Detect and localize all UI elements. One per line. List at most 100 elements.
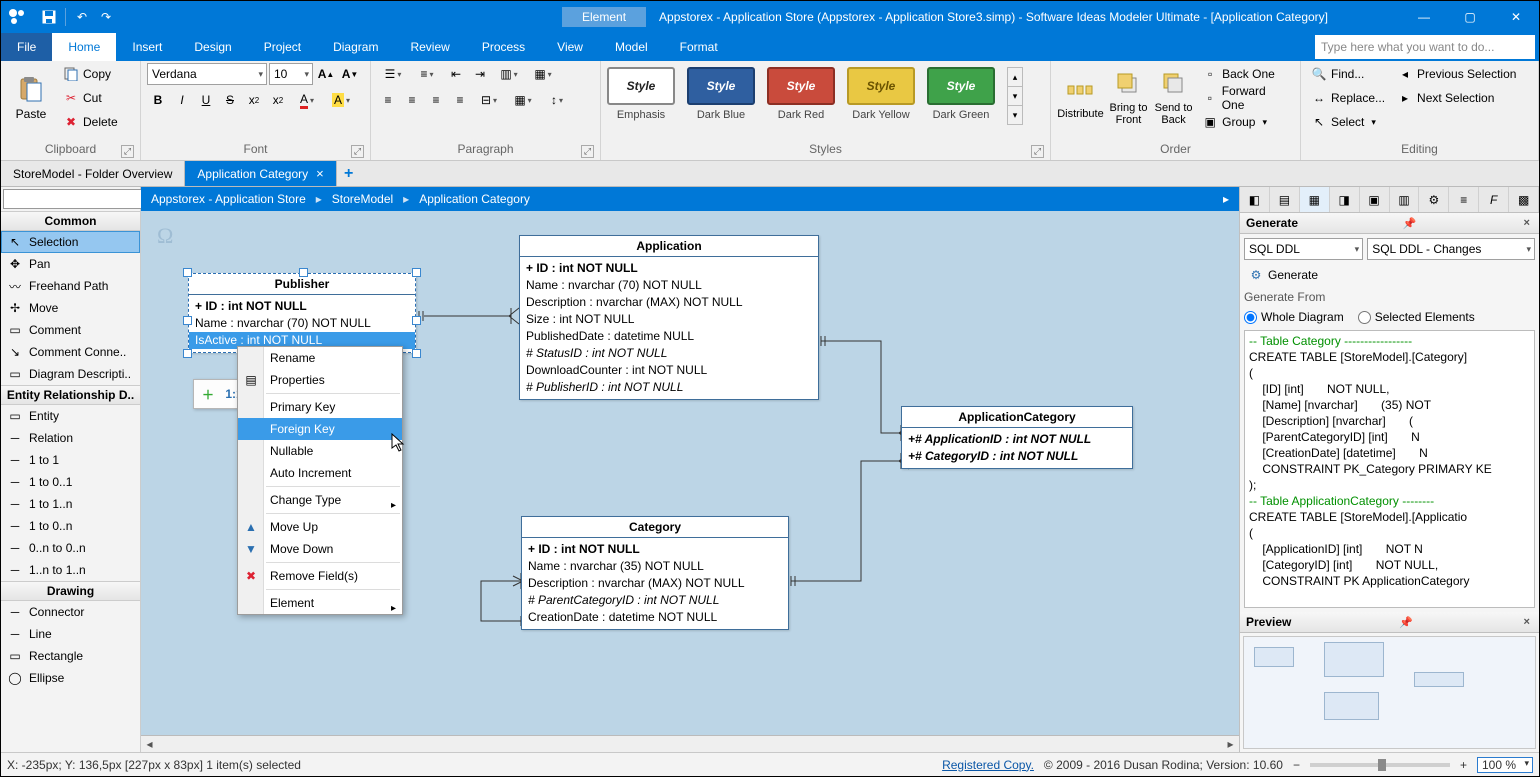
ctx-move-up[interactable]: ▲Move Up	[238, 516, 402, 538]
dock-icon[interactable]: ◨	[1330, 187, 1360, 212]
select-button[interactable]: ↖Select▾	[1307, 111, 1389, 133]
breadcrumb-right-icon[interactable]: ▸	[1223, 192, 1229, 206]
increase-indent-button[interactable]: ⇥	[469, 63, 491, 85]
delete-button[interactable]: ✖Delete	[59, 111, 122, 133]
radio-selected[interactable]: Selected Elements	[1358, 310, 1475, 324]
decrease-indent-button[interactable]: ⇤	[445, 63, 467, 85]
grow-font-button[interactable]: A▲	[315, 63, 337, 85]
ctx-remove-field-s-[interactable]: ✖Remove Field(s)	[238, 565, 402, 587]
tab-project[interactable]: Project	[248, 33, 317, 61]
spacing-button[interactable]: ↕	[541, 89, 573, 111]
ctx-change-type[interactable]: Change Type	[238, 489, 402, 511]
tool-1-to-0-n[interactable]: ─1 to 0..n	[1, 515, 140, 537]
save-icon[interactable]	[41, 9, 57, 25]
entity-appcategory[interactable]: ApplicationCategory +# ApplicationID : i…	[901, 406, 1133, 469]
tool-0-n-to-0-n[interactable]: ─0..n to 0..n	[1, 537, 140, 559]
style-swatch[interactable]: StyleDark Green	[927, 67, 995, 121]
dock-icon[interactable]: ▥	[1390, 187, 1420, 212]
prev-selection-button[interactable]: ◂Previous Selection	[1393, 63, 1520, 85]
close-pane-icon[interactable]: ×	[1521, 217, 1533, 229]
cut-button[interactable]: ✂Cut	[59, 87, 122, 109]
tab-home[interactable]: Home	[52, 33, 116, 61]
tab-format[interactable]: Format	[664, 33, 734, 61]
entity-category[interactable]: Category + ID : int NOT NULLName : nvarc…	[521, 516, 789, 630]
dock-icon[interactable]: ▤	[1270, 187, 1300, 212]
tool-ellipse[interactable]: ◯Ellipse	[1, 667, 140, 689]
group-button[interactable]: ▣Group▾	[1198, 111, 1294, 133]
doctab-storemodel[interactable]: StoreModel - Folder Overview	[1, 161, 185, 186]
tool-relation[interactable]: ─Relation	[1, 427, 140, 449]
tool-1-n-to-1-n[interactable]: ─1..n to 1..n	[1, 559, 140, 581]
ctx-foreign-key[interactable]: Foreign Key	[238, 418, 402, 440]
tab-file[interactable]: File	[1, 33, 52, 61]
strike-button[interactable]: S	[219, 89, 241, 111]
dock-icon[interactable]: ≡	[1449, 187, 1479, 212]
bullets-button[interactable]: ☰	[377, 63, 409, 85]
dock-icon[interactable]: ▣	[1360, 187, 1390, 212]
tool-freehand-path[interactable]: 〰Freehand Path	[1, 275, 140, 297]
tab-review[interactable]: Review	[394, 33, 465, 61]
distribute-button[interactable]: Distribute	[1057, 63, 1104, 131]
tool-line[interactable]: ─Line	[1, 623, 140, 645]
toolbox-header-drawing[interactable]: Drawing	[1, 581, 140, 601]
breadcrumb-item[interactable]: Appstorex - Application Store	[151, 192, 306, 206]
underline-button[interactable]: U	[195, 89, 217, 111]
ctx-primary-key[interactable]: Primary Key	[238, 396, 402, 418]
dock-icon[interactable]: ▦	[1300, 187, 1330, 212]
copy-button[interactable]: Copy	[59, 63, 122, 85]
subscript-button[interactable]: x2	[243, 89, 265, 111]
dock-icon[interactable]: ◧	[1240, 187, 1270, 212]
tool-pan[interactable]: ✥Pan	[1, 253, 140, 275]
superscript-button[interactable]: x2	[267, 89, 289, 111]
bold-button[interactable]: B	[147, 89, 169, 111]
ctx-auto-increment[interactable]: Auto Increment	[238, 462, 402, 484]
launcher-icon[interactable]: ⤢	[1031, 145, 1044, 158]
toolbox-header-erd[interactable]: Entity Relationship D..	[1, 385, 140, 405]
launcher-icon[interactable]: ⤢	[581, 145, 594, 158]
pin-icon[interactable]: 📌	[1399, 217, 1419, 230]
tab-diagram[interactable]: Diagram	[317, 33, 394, 61]
tool-1-to-1[interactable]: ─1 to 1	[1, 449, 140, 471]
maximize-button[interactable]: ▢	[1447, 1, 1493, 33]
style-swatch[interactable]: StyleDark Blue	[687, 67, 755, 121]
zoom-out-icon[interactable]: −	[1293, 758, 1300, 772]
align-left-button[interactable]: ≡	[377, 89, 399, 111]
back-one-button[interactable]: ▫Back One	[1198, 63, 1294, 85]
radio-whole[interactable]: Whole Diagram	[1244, 310, 1344, 324]
breadcrumb-item[interactable]: Application Category	[419, 192, 530, 206]
tool-1-to-1-n[interactable]: ─1 to 1..n	[1, 493, 140, 515]
close-button[interactable]: ✕	[1493, 1, 1539, 33]
registered-link[interactable]: Registered Copy.	[942, 758, 1034, 772]
dock-icon[interactable]: F	[1479, 187, 1509, 212]
add-tab-button[interactable]: +	[337, 161, 361, 186]
tell-me-box[interactable]: Type here what you want to do...	[1315, 35, 1535, 59]
tool-diagram-descripti-[interactable]: ▭Diagram Descripti..	[1, 363, 140, 385]
style-gallery-expand[interactable]: ▴▾▾	[1007, 67, 1023, 125]
font-name-combo[interactable]: Verdana	[147, 63, 267, 85]
forward-one-button[interactable]: ▫Forward One	[1198, 87, 1294, 109]
paste-button[interactable]: Paste	[7, 63, 55, 131]
tool-selection[interactable]: ↖Selection	[1, 231, 140, 253]
generate-button[interactable]: ⚙Generate	[1244, 264, 1535, 286]
sql-output[interactable]: -- Table Category -----------------CREAT…	[1244, 330, 1535, 608]
font-color-button[interactable]: A	[291, 89, 323, 111]
doctab-appcategory[interactable]: Application Category×	[185, 161, 336, 186]
tool-entity[interactable]: ▭Entity	[1, 405, 140, 427]
align-center-button[interactable]: ≡	[401, 89, 423, 111]
table-button[interactable]: ▦	[507, 89, 539, 111]
zoom-in-icon[interactable]: +	[1460, 758, 1467, 772]
tab-design[interactable]: Design	[178, 33, 247, 61]
tab-model[interactable]: Model	[599, 33, 664, 61]
launcher-icon[interactable]: ⤢	[351, 145, 364, 158]
close-pane-icon[interactable]: ×	[1521, 616, 1533, 628]
ctx-nullable[interactable]: Nullable	[238, 440, 402, 462]
toolbox-header-common[interactable]: Common	[1, 211, 140, 231]
dock-icon[interactable]: ▩	[1509, 187, 1539, 212]
launcher-icon[interactable]: ⤢	[121, 145, 134, 158]
style-swatch[interactable]: StyleDark Red	[767, 67, 835, 121]
minimize-button[interactable]: —	[1401, 1, 1447, 33]
h-scrollbar[interactable]: ◂▸	[141, 735, 1239, 752]
send-back-button[interactable]: Send to Back	[1153, 63, 1194, 131]
entity-application[interactable]: Application + ID : int NOT NULLName : nv…	[519, 235, 819, 400]
ctx-element[interactable]: Element	[238, 592, 402, 614]
